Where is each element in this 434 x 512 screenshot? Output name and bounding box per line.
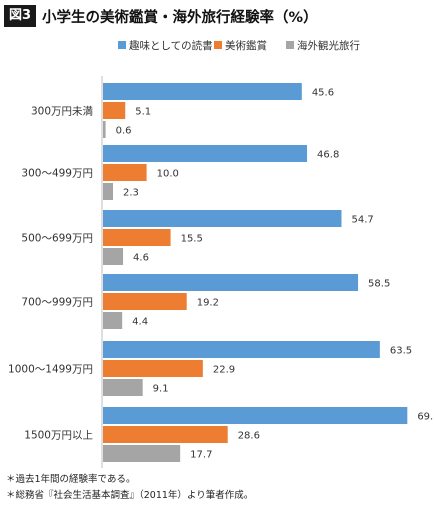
data-label: 0.6 <box>116 126 132 137</box>
category-label: 1000～1499万円 <box>8 364 93 376</box>
data-label: 46.8 <box>317 150 339 161</box>
footnotes: ＊過去1年間の経験率である。 ＊総務省『社会生活基本調査』（2011年）より筆者… <box>6 472 253 504</box>
category-label: 300～499万円 <box>21 168 93 180</box>
legend-label: 趣味としての読書 <box>129 39 213 52</box>
bar <box>103 83 302 100</box>
data-label: 69.8 <box>417 412 434 423</box>
category-label: 300万円未満 <box>31 106 94 118</box>
footnote: ＊過去1年間の経験率である。 <box>6 474 136 485</box>
bar <box>103 210 342 227</box>
data-label: 54.7 <box>351 215 373 226</box>
bar <box>103 426 228 443</box>
legend-swatch <box>214 41 222 49</box>
chart-legend: 趣味としての読書 美術鑑賞 海外観光旅行 <box>118 39 360 52</box>
bar <box>103 183 114 200</box>
bar <box>103 341 380 358</box>
bar <box>103 379 143 396</box>
plot-area: 300万円未満 45.6 5.10.6 300～499万円 46.8 10.0 2.3 500… <box>8 76 434 468</box>
data-label: 58.5 <box>368 279 390 290</box>
data-label: 10.0 <box>157 169 179 180</box>
data-label: 2.3 <box>123 188 139 199</box>
category-label: 500～699万円 <box>21 233 93 245</box>
data-label: 15.5 <box>181 234 203 245</box>
data-label: 22.9 <box>213 365 235 376</box>
bar <box>103 445 181 462</box>
bar <box>103 229 171 246</box>
data-label: 5.1 <box>135 107 151 118</box>
legend-label: 海外観光旅行 <box>297 39 360 52</box>
legend-label: 美術鑑賞 <box>225 39 267 52</box>
category-label: 1500万円以上 <box>24 430 93 442</box>
data-label: 9.1 <box>153 384 169 395</box>
bar <box>103 121 106 138</box>
figure-title: 小学生の美術鑑賞・海外旅行経験率（%） <box>42 9 318 26</box>
footnote: ＊総務省『社会生活基本調査』（2011年）より筆者作成。 <box>6 490 254 501</box>
bar <box>103 102 126 119</box>
bar <box>103 274 359 291</box>
bar-chart: 趣味としての読書 美術鑑賞 海外観光旅行 300万円未満 45.6 5.10.6 300～… <box>8 39 434 468</box>
data-label: 4.6 <box>133 253 149 264</box>
bar <box>103 293 187 310</box>
data-label: 63.5 <box>390 346 412 357</box>
category-label: 700～999万円 <box>21 297 93 309</box>
data-label: 45.6 <box>312 88 334 99</box>
figure-badge: 図3 <box>4 5 37 27</box>
data-label: 19.2 <box>197 298 219 309</box>
bar <box>103 164 147 181</box>
legend-swatch <box>118 41 126 49</box>
legend-swatch <box>286 41 294 49</box>
bar <box>103 248 124 265</box>
bar <box>103 312 123 329</box>
figure-title-bar: 図3 小学生の美術鑑賞・海外旅行経験率（%） <box>4 4 318 28</box>
data-label: 28.6 <box>238 431 260 442</box>
data-label: 4.4 <box>132 317 148 328</box>
bar <box>103 407 408 424</box>
bar <box>103 360 203 377</box>
bar <box>103 145 308 162</box>
data-label: 17.7 <box>190 450 212 461</box>
